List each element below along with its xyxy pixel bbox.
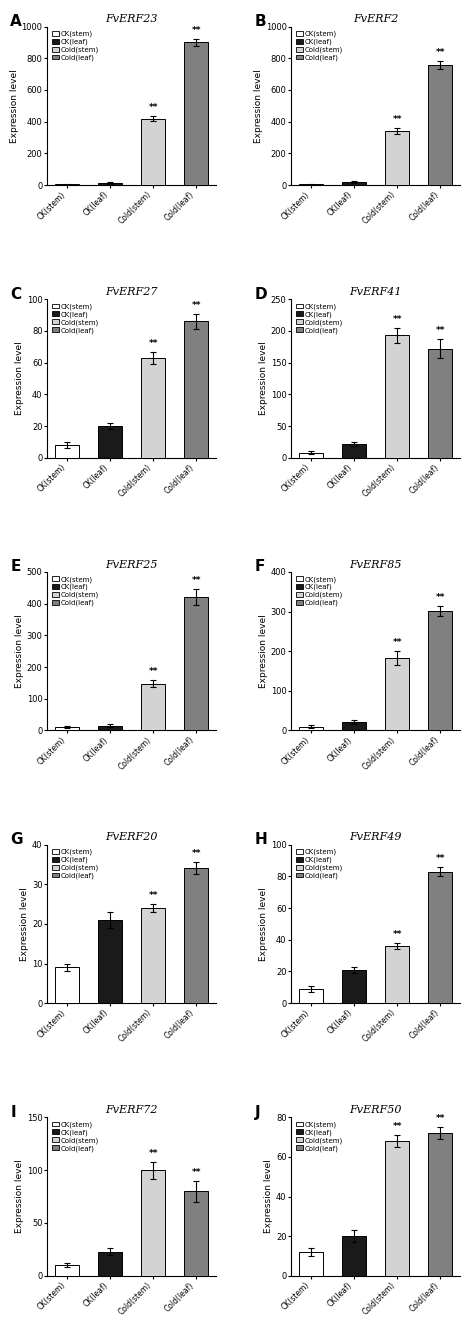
Bar: [342, 444, 366, 457]
Legend: CK(stem), CK(leaf), Cold(stem), Cold(leaf): CK(stem), CK(leaf), Cold(stem), Cold(lea…: [49, 574, 101, 609]
Text: G: G: [10, 832, 23, 847]
Text: H: H: [255, 832, 267, 847]
Bar: [385, 335, 409, 457]
Legend: CK(stem), CK(leaf), Cold(stem), Cold(leaf): CK(stem), CK(leaf), Cold(stem), Cold(lea…: [49, 847, 101, 881]
Bar: [141, 118, 165, 185]
Text: B: B: [255, 13, 266, 29]
Text: C: C: [10, 287, 21, 302]
Text: **: **: [148, 339, 158, 348]
Y-axis label: Expression level: Expression level: [15, 342, 24, 416]
Bar: [428, 611, 452, 731]
Y-axis label: Expression level: Expression level: [264, 1160, 273, 1233]
Legend: CK(stem), CK(leaf), Cold(stem), Cold(leaf): CK(stem), CK(leaf), Cold(stem), Cold(lea…: [293, 847, 345, 881]
Y-axis label: Expression level: Expression level: [254, 69, 263, 142]
Bar: [184, 322, 208, 457]
Bar: [342, 722, 366, 731]
Text: **: **: [436, 1114, 445, 1123]
Legend: CK(stem), CK(leaf), Cold(stem), Cold(leaf): CK(stem), CK(leaf), Cold(stem), Cold(lea…: [49, 1119, 101, 1154]
Title: FvERF50: FvERF50: [349, 1106, 402, 1115]
Title: FvERF85: FvERF85: [349, 560, 402, 570]
Bar: [55, 968, 79, 1003]
Text: **: **: [148, 1148, 158, 1158]
Y-axis label: Expression level: Expression level: [20, 886, 29, 961]
Text: E: E: [10, 560, 21, 574]
Title: FvERF23: FvERF23: [105, 15, 158, 24]
Text: D: D: [255, 287, 267, 302]
Text: **: **: [436, 593, 445, 602]
Bar: [385, 132, 409, 185]
Text: **: **: [191, 27, 201, 36]
Bar: [184, 597, 208, 731]
Text: **: **: [436, 48, 445, 57]
Bar: [299, 989, 323, 1003]
Text: **: **: [436, 326, 445, 335]
Bar: [299, 727, 323, 731]
Text: **: **: [392, 315, 402, 324]
Bar: [184, 43, 208, 185]
Legend: CK(stem), CK(leaf), Cold(stem), Cold(leaf): CK(stem), CK(leaf), Cold(stem), Cold(lea…: [293, 1119, 345, 1154]
Title: FvERF25: FvERF25: [105, 560, 158, 570]
Bar: [141, 683, 165, 731]
Text: A: A: [10, 13, 22, 29]
Text: **: **: [436, 853, 445, 863]
Bar: [55, 727, 79, 731]
Bar: [428, 872, 452, 1003]
Bar: [428, 348, 452, 457]
Bar: [342, 1236, 366, 1276]
Title: FvERF72: FvERF72: [105, 1106, 158, 1115]
Y-axis label: Expression level: Expression level: [15, 614, 24, 688]
Title: FvERF49: FvERF49: [349, 832, 402, 843]
Bar: [299, 453, 323, 457]
Text: **: **: [392, 1122, 402, 1131]
Text: **: **: [148, 667, 158, 675]
Legend: CK(stem), CK(leaf), Cold(stem), Cold(leaf): CK(stem), CK(leaf), Cold(stem), Cold(lea…: [293, 29, 345, 62]
Text: **: **: [191, 1168, 201, 1176]
Text: **: **: [148, 104, 158, 112]
Title: FvERF20: FvERF20: [105, 832, 158, 843]
Bar: [98, 1252, 122, 1276]
Text: **: **: [392, 930, 402, 940]
Bar: [342, 970, 366, 1003]
Bar: [55, 1265, 79, 1276]
Bar: [98, 920, 122, 1003]
Y-axis label: Expression level: Expression level: [15, 1160, 24, 1233]
Title: FvERF2: FvERF2: [353, 15, 398, 24]
Title: FvERF41: FvERF41: [349, 287, 402, 298]
Bar: [385, 946, 409, 1003]
Text: **: **: [191, 300, 201, 310]
Text: **: **: [392, 116, 402, 124]
Y-axis label: Expression level: Expression level: [10, 69, 19, 142]
Bar: [98, 427, 122, 457]
Bar: [342, 182, 366, 185]
Bar: [141, 358, 165, 457]
Legend: CK(stem), CK(leaf), Cold(stem), Cold(leaf): CK(stem), CK(leaf), Cold(stem), Cold(lea…: [293, 574, 345, 609]
Bar: [385, 1142, 409, 1276]
Legend: CK(stem), CK(leaf), Cold(stem), Cold(leaf): CK(stem), CK(leaf), Cold(stem), Cold(lea…: [49, 29, 101, 62]
Bar: [141, 1170, 165, 1276]
Y-axis label: Expression level: Expression level: [259, 342, 268, 416]
Bar: [428, 65, 452, 185]
Text: J: J: [255, 1104, 260, 1119]
Text: **: **: [191, 849, 201, 859]
Y-axis label: Expression level: Expression level: [259, 886, 268, 961]
Bar: [299, 1252, 323, 1276]
Legend: CK(stem), CK(leaf), Cold(stem), Cold(leaf): CK(stem), CK(leaf), Cold(stem), Cold(lea…: [49, 302, 101, 336]
Bar: [98, 726, 122, 731]
Text: **: **: [392, 638, 402, 647]
Legend: CK(stem), CK(leaf), Cold(stem), Cold(leaf): CK(stem), CK(leaf), Cold(stem), Cold(lea…: [293, 302, 345, 336]
Text: F: F: [255, 560, 265, 574]
Bar: [55, 445, 79, 457]
Bar: [98, 182, 122, 185]
Bar: [141, 908, 165, 1003]
Y-axis label: Expression level: Expression level: [259, 614, 268, 688]
Title: FvERF27: FvERF27: [105, 287, 158, 298]
Text: I: I: [10, 1104, 16, 1119]
Bar: [184, 1191, 208, 1276]
Bar: [385, 658, 409, 731]
Text: **: **: [148, 892, 158, 900]
Bar: [428, 1134, 452, 1276]
Text: **: **: [191, 577, 201, 585]
Bar: [184, 868, 208, 1003]
